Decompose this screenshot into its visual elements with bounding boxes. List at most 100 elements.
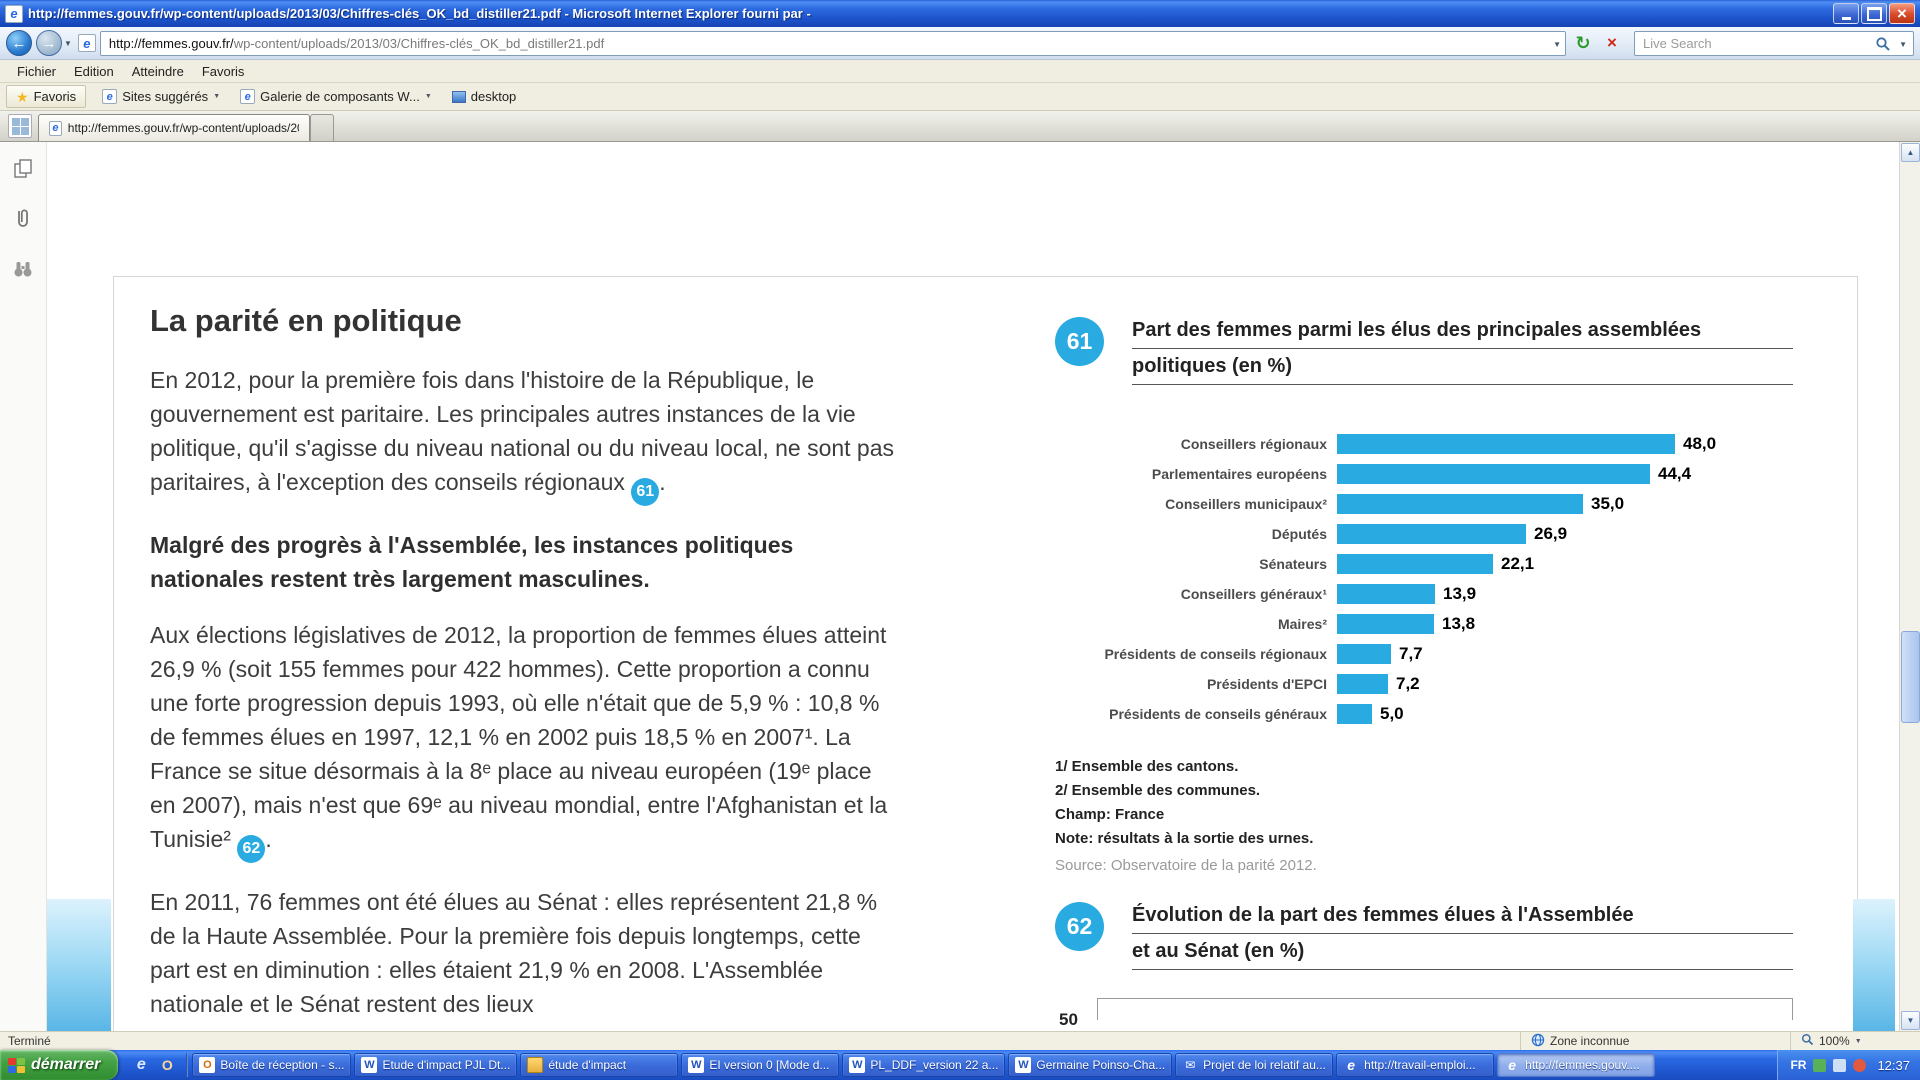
ie-icon: e bbox=[102, 89, 118, 104]
taskbar-task-5[interactable]: W PL_DDF_version 22 a... bbox=[842, 1053, 1006, 1077]
vertical-scrollbar[interactable]: ▲ ▼ bbox=[1899, 142, 1920, 1031]
scroll-down-arrow[interactable]: ▼ bbox=[1901, 1011, 1920, 1030]
zoom-dropdown-icon[interactable]: ▼ bbox=[1854, 1037, 1862, 1045]
paragraph-2: Malgré des progrès à l'Assemblée, les in… bbox=[150, 532, 794, 592]
security-icon[interactable] bbox=[1813, 1058, 1827, 1072]
taskbar-task-2[interactable]: W Etude d'impact PJL Dt... bbox=[354, 1053, 518, 1077]
bar-chart: Conseillers régionaux 48,0 Parlementaires … bbox=[1055, 429, 1793, 729]
title-bar[interactable]: e http://femmes.gouv.fr/wp-content/uploa… bbox=[0, 0, 1920, 27]
figure-title-line: Évolution de la part des femmes élues à … bbox=[1132, 904, 1793, 934]
forward-button[interactable]: → bbox=[36, 30, 62, 56]
attachments-icon[interactable] bbox=[10, 206, 36, 232]
close-button[interactable] bbox=[1889, 3, 1915, 24]
paragraph-3: Aux élections législatives de 2012, la p… bbox=[150, 618, 895, 863]
page-decoration-left bbox=[47, 899, 111, 1031]
category-label: Conseillers généraux¹ bbox=[1180, 586, 1327, 602]
clock[interactable]: 12:37 bbox=[1877, 1057, 1910, 1073]
menu-item-fichier[interactable]: Fichier bbox=[17, 63, 57, 79]
charts-column: 61 Part des femmes parmi les élus des pr… bbox=[1055, 303, 1793, 1031]
taskbar-task-4[interactable]: W EI version 0 [Mode d... bbox=[681, 1053, 840, 1077]
favorites-item-3[interactable]: desktop bbox=[444, 86, 525, 107]
taskbar-task-8[interactable]: e http://travail-emploi... bbox=[1336, 1053, 1495, 1077]
outlook-icon[interactable]: O bbox=[161, 1057, 173, 1073]
taskbar-task-6[interactable]: W Germaine Poinso-Cha... bbox=[1008, 1053, 1173, 1077]
volume-icon[interactable] bbox=[1853, 1058, 1867, 1072]
menu-item-atteindre[interactable]: Atteindre bbox=[131, 63, 184, 79]
taskbar-task-7[interactable]: ✉ Projet de loi relatif au... bbox=[1175, 1053, 1334, 1077]
stop-button[interactable]: × bbox=[1607, 33, 1617, 52]
note-line: 1/ Ensemble des cantons. bbox=[1055, 758, 1239, 775]
category-label: Conseillers régionaux bbox=[1180, 436, 1327, 452]
address-dropdown-icon[interactable]: ▼ bbox=[1553, 39, 1561, 49]
chart-row: Présidents de conseils généraux 5,0 bbox=[1055, 699, 1793, 729]
url-domain: http://femmes.gouv.fr/ bbox=[108, 35, 234, 51]
scroll-up-arrow[interactable]: ▲ bbox=[1901, 143, 1920, 162]
word-icon: W bbox=[688, 1057, 705, 1073]
star-icon: ★ bbox=[16, 88, 29, 105]
pages-panel-icon[interactable] bbox=[10, 156, 36, 182]
search-input[interactable] bbox=[1643, 35, 1873, 51]
figure-reference-badge: 62 bbox=[237, 835, 266, 863]
word-icon: W bbox=[361, 1057, 378, 1073]
zoom-control[interactable]: 100% ▼ bbox=[1790, 1032, 1920, 1050]
quick-tabs-icon[interactable] bbox=[8, 114, 32, 138]
chart-row: Parlementaires européens 44,4 bbox=[1055, 459, 1793, 489]
maximize-button[interactable] bbox=[1861, 3, 1887, 24]
status-bar: Terminé Zone inconnue 100% ▼ bbox=[0, 1031, 1920, 1050]
evolution-chart-partial: 50 bbox=[1055, 998, 1793, 1029]
address-input[interactable]: http://femmes.gouv.fr/wp-content/uploads… bbox=[99, 30, 1566, 56]
value-label: 13,8 bbox=[1442, 614, 1476, 633]
article-paragraphs: En 2012, pour la première fois dans l'hi… bbox=[150, 363, 895, 1021]
search-icon[interactable] bbox=[1875, 36, 1891, 55]
search-binoculars-icon[interactable] bbox=[10, 256, 36, 282]
ie-document-icon: e bbox=[5, 4, 23, 23]
desktop-icon bbox=[451, 90, 466, 103]
figure-title-line: politiques (en %) bbox=[1132, 355, 1793, 385]
favorites-button[interactable]: ★ Favoris bbox=[6, 85, 87, 108]
start-button[interactable]: démarrer bbox=[0, 1050, 119, 1080]
word-icon: W bbox=[849, 1057, 866, 1073]
favorites-item-1[interactable]: e Sites suggérés ▼ bbox=[94, 86, 228, 107]
task-label: PL_DDF_version 22 a... bbox=[870, 1058, 999, 1072]
zoom-level: 100% bbox=[1819, 1034, 1850, 1048]
page-decoration-right bbox=[1853, 899, 1895, 1031]
chart-row: Sénateurs 22,1 bbox=[1055, 549, 1793, 579]
favorites-item-label: Galerie de composants W... bbox=[260, 89, 420, 104]
active-tab[interactable]: e http://femmes.gouv.fr/wp-content/uploa… bbox=[38, 114, 310, 141]
taskbar-task-9[interactable]: e http://femmes.gouv.... bbox=[1497, 1053, 1656, 1077]
bar-chart-rows: Conseillers régionaux 48,0 Parlementaires … bbox=[1055, 429, 1793, 729]
value-label: 35,0 bbox=[1591, 494, 1625, 513]
value-label: 5,0 bbox=[1380, 704, 1404, 723]
task-label: Germaine Poinso-Cha... bbox=[1036, 1058, 1166, 1072]
taskbar-task-1[interactable]: O Boîte de réception - s... bbox=[192, 1053, 352, 1077]
value-label: 26,9 bbox=[1534, 524, 1568, 543]
language-indicator[interactable]: FR bbox=[1790, 1058, 1807, 1072]
document-content-box: La parité en politique En 2012, pour la … bbox=[113, 276, 1858, 1031]
value-label: 48,0 bbox=[1683, 434, 1717, 453]
plot-box bbox=[1097, 998, 1793, 1020]
task-label: Projet de loi relatif au... bbox=[1203, 1058, 1326, 1072]
zone-indicator: Zone inconnue bbox=[1520, 1032, 1790, 1050]
note-line: 2/ Ensemble des communes. bbox=[1055, 782, 1261, 799]
taskbar-task-3[interactable]: étude d'impact bbox=[520, 1053, 679, 1077]
category-label: Conseillers municipaux² bbox=[1165, 496, 1327, 512]
search-dropdown-icon[interactable]: ▼ bbox=[1899, 39, 1907, 49]
category-label: Sénateurs bbox=[1259, 556, 1327, 572]
refresh-button[interactable]: ↻ bbox=[1575, 32, 1591, 53]
history-dropdown-icon[interactable]: ▼ bbox=[64, 38, 72, 48]
menu-item-favoris[interactable]: Favoris bbox=[201, 63, 245, 79]
scroll-thumb[interactable] bbox=[1901, 630, 1920, 723]
globe-icon bbox=[1531, 1033, 1545, 1050]
chart-row: Députés 26,9 bbox=[1055, 519, 1793, 549]
new-tab-button[interactable] bbox=[310, 114, 334, 141]
network-icon[interactable] bbox=[1833, 1058, 1847, 1072]
bar bbox=[1337, 524, 1526, 544]
back-button[interactable]: ← bbox=[6, 30, 32, 56]
menu-item-edition[interactable]: Edition bbox=[74, 63, 114, 79]
category-label: Présidents d'EPCI bbox=[1206, 676, 1327, 692]
ie-icon[interactable]: e bbox=[136, 1056, 146, 1073]
favorites-item-2[interactable]: e Galerie de composants W... ▼ bbox=[232, 86, 440, 107]
task-label: EI version 0 [Mode d... bbox=[709, 1058, 830, 1072]
minimize-button[interactable] bbox=[1833, 3, 1859, 24]
